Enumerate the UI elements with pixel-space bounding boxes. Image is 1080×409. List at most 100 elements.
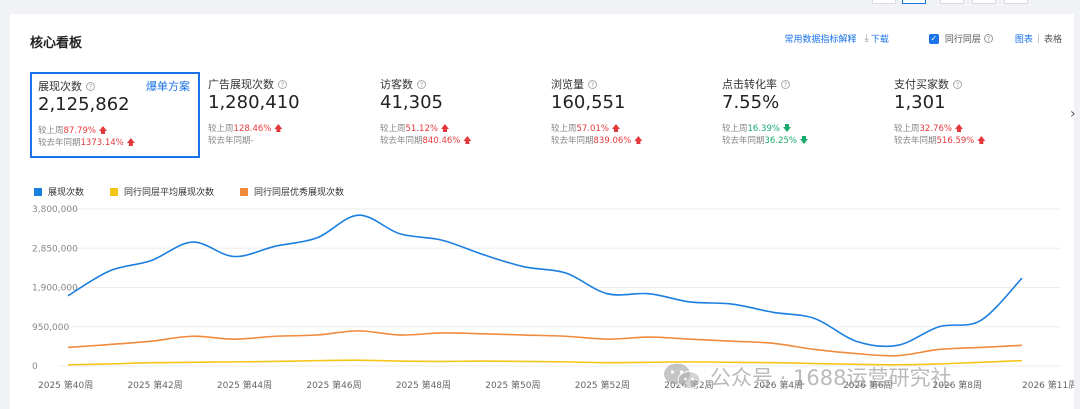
x-tick-label: 2026 第11周 xyxy=(1022,379,1074,391)
y-tick-label: 950,000 xyxy=(32,323,69,333)
arrow-up-icon: 🡅 xyxy=(437,124,450,134)
arrow-up-icon: 🡅 xyxy=(631,136,643,146)
help-icon[interactable]: ? xyxy=(983,34,993,43)
download-icon[interactable]: ⤓ xyxy=(864,33,869,44)
kpi-year-compare: 较去年同期1373.14% 🡅 xyxy=(38,138,136,148)
kpi-card[interactable]: 点击转化率? 7.55% 较上周16.39% 🡇 较去年同期36.25% 🡇 xyxy=(716,72,886,158)
core-dashboard-card: 核心看板 常用数据指标解释 ⤓ 下载 ✓ 同行同层 ? 图表 | 表格 展现次数… xyxy=(10,14,1076,409)
kpi-year-compare: 较去年同期- xyxy=(208,136,254,146)
chart-legend: 展现次数 同行同层平均展现次数 同行同层优秀展现次数 xyxy=(34,185,370,198)
series-line[interactable] xyxy=(67,330,1023,357)
kpi-week-compare: 较上周51.12% 🡅 xyxy=(380,124,450,134)
kpi-name: 访客数? xyxy=(380,76,426,92)
kpi-week-compare: 较上周32.76% 🡅 xyxy=(894,124,964,134)
help-icon[interactable]: ? xyxy=(588,80,597,89)
legend-label: 同行同层优秀展现次数 xyxy=(254,188,345,198)
help-icon[interactable]: ? xyxy=(953,80,962,89)
arrow-up-icon: 🡅 xyxy=(123,138,136,148)
line-chart: 3,800,0002,850,0001,900,000950,00002025 … xyxy=(32,205,1074,391)
view-separator: | xyxy=(1036,33,1040,44)
x-tick-label: 2025 第48周 xyxy=(396,379,451,391)
legend-swatch xyxy=(240,187,249,196)
legend-label: 展现次数 xyxy=(48,188,85,198)
top-control[interactable] xyxy=(902,0,926,4)
boost-plan-link[interactable]: 爆单方案 xyxy=(146,80,190,93)
kpi-week-compare: 较上周128.46% 🡅 xyxy=(208,124,283,134)
help-icon[interactable]: ? xyxy=(417,80,426,89)
kpi-name: 广告展现次数? xyxy=(208,76,287,92)
metrics-explain-link[interactable]: 常用数据指标解释 xyxy=(784,35,857,45)
view-table-tab[interactable]: 表格 xyxy=(1043,35,1062,45)
x-tick-label: 2025 第50周 xyxy=(485,379,540,391)
peer-layer-checkbox[interactable]: ✓ xyxy=(928,33,939,44)
kpi-card[interactable]: 展现次数? 爆单方案 2,125,862 较上周87.79% 🡅 较去年同期1373.1… xyxy=(30,72,200,158)
legend-item[interactable]: 同行同层平均展现次数 xyxy=(110,185,214,198)
arrow-up-icon: 🡅 xyxy=(951,124,964,134)
help-icon[interactable]: ? xyxy=(781,80,790,89)
x-tick-label: 2025 第40周 xyxy=(38,379,93,391)
view-chart-tab[interactable]: 图表 xyxy=(1014,35,1033,45)
kpi-name: 浏览量? xyxy=(551,76,597,92)
download-link[interactable]: 下载 xyxy=(870,35,889,45)
kpi-week-compare: 较上周57.01% 🡅 xyxy=(551,124,621,134)
x-tick-label: 2026 第8周 xyxy=(933,379,983,391)
kpi-card[interactable]: 访客数? 41,305 较上周51.12% 🡅 较去年同期840.46% 🡅 xyxy=(374,72,544,158)
arrow-up-icon: 🡅 xyxy=(271,124,283,134)
watermark: 公众号 · 1688运营研究社 xyxy=(662,362,951,392)
top-control[interactable] xyxy=(872,0,896,4)
series-line[interactable] xyxy=(67,359,1023,366)
toolbar: 常用数据指标解释 ⤓ 下载 ✓ 同行同层 ? 图表 | 表格 xyxy=(784,32,1062,45)
series-line[interactable] xyxy=(67,214,1023,348)
arrow-up-icon: 🡅 xyxy=(460,136,472,146)
legend-label: 同行同层平均展现次数 xyxy=(124,188,215,198)
top-control[interactable] xyxy=(972,0,996,4)
kpi-year-compare: 较去年同期840.46% 🡅 xyxy=(380,136,472,146)
kpi-name: 支付买家数? xyxy=(894,76,962,92)
kpi-year-compare: 较去年同期516.59% 🡅 xyxy=(894,136,986,146)
legend-item[interactable]: 展现次数 xyxy=(34,185,84,198)
kpi-week-compare: 较上周16.39% 🡇 xyxy=(722,124,792,134)
kpi-value: 1,280,410 xyxy=(208,92,300,113)
top-strip xyxy=(0,0,1080,14)
legend-swatch xyxy=(110,187,119,196)
arrow-down-icon: 🡇 xyxy=(796,136,809,146)
kpi-value: 2,125,862 xyxy=(38,94,130,115)
help-icon[interactable]: ? xyxy=(278,80,287,89)
x-tick-label: 2025 第44周 xyxy=(217,379,272,391)
top-control[interactable] xyxy=(940,0,964,4)
page-title: 核心看板 xyxy=(30,36,83,51)
y-tick-label: 0 xyxy=(32,362,38,372)
kpi-year-compare: 较去年同期839.06% 🡅 xyxy=(551,136,643,146)
arrow-up-icon: 🡅 xyxy=(608,124,621,134)
kpi-card[interactable]: 浏览量? 160,551 较上周57.01% 🡅 较去年同期839.06% 🡅 xyxy=(545,72,715,158)
x-tick-label: 2026 第4周 xyxy=(754,379,804,391)
y-tick-label: 1,900,000 xyxy=(32,284,78,294)
kpi-card[interactable]: 广告展现次数? 1,280,410 较上周128.46% 🡅 较去年同期- xyxy=(202,72,372,158)
watermark-text: 公众号 · 1688运营研究社 xyxy=(710,366,952,390)
top-control[interactable] xyxy=(1004,0,1028,4)
arrow-up-icon: 🡅 xyxy=(95,126,108,136)
kpi-value: 160,551 xyxy=(551,92,626,113)
kpi-value: 7.55% xyxy=(722,92,780,113)
legend-item[interactable]: 同行同层优秀展现次数 xyxy=(240,185,344,198)
kpi-value: 41,305 xyxy=(380,92,443,113)
y-tick-label: 2,850,000 xyxy=(32,244,78,254)
kpi-value: 1,301 xyxy=(894,92,946,113)
kpi-card[interactable]: 支付买家数? 1,301 较上周32.76% 🡅 较去年同期516.59% 🡅 xyxy=(888,72,1058,158)
arrow-up-icon: 🡅 xyxy=(974,136,986,146)
x-tick-label: 2025 第52周 xyxy=(575,379,630,391)
kpi-name: 展现次数? xyxy=(38,78,95,94)
x-tick-label: 2025 第42周 xyxy=(127,379,182,391)
legend-swatch xyxy=(34,187,42,196)
kpi-year-compare: 较去年同期36.25% 🡇 xyxy=(722,136,809,146)
help-icon[interactable]: ? xyxy=(86,82,95,91)
x-tick-label: 2025 第46周 xyxy=(306,379,361,391)
kpi-name: 点击转化率? xyxy=(722,76,790,92)
next-arrow-icon[interactable]: › xyxy=(1070,106,1076,122)
arrow-down-icon: 🡇 xyxy=(779,124,792,134)
wechat-logo-icon xyxy=(664,363,701,389)
peer-layer-label: 同行同层 xyxy=(944,35,981,45)
kpi-week-compare: 较上周87.79% 🡅 xyxy=(38,126,108,136)
x-tick-label: 2026 第6周 xyxy=(843,379,893,391)
y-tick-label: 3,800,000 xyxy=(32,205,78,215)
